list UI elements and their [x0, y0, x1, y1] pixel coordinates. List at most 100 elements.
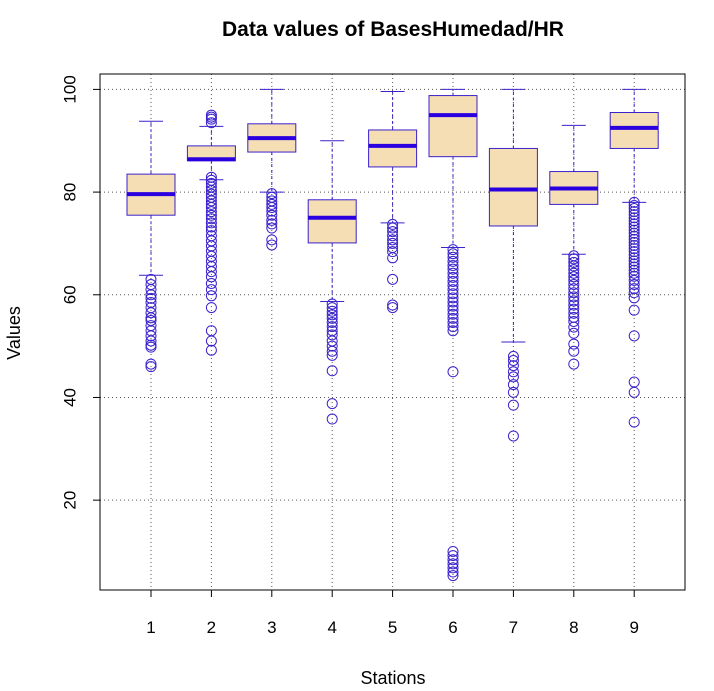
outlier-point: [326, 365, 338, 377]
outlier-point: [628, 236, 640, 248]
boxplot-series: [126, 88, 659, 582]
outlier-point: [628, 292, 640, 304]
outlier-point: [326, 329, 338, 341]
outlier-point: [205, 335, 217, 347]
outlier-point: [447, 296, 459, 308]
outlier-point: [568, 253, 580, 265]
x-tick-label: 2: [207, 618, 216, 637]
outlier-point: [568, 321, 580, 333]
outlier-point: [568, 315, 580, 327]
outlier-point: [326, 302, 338, 314]
outlier-point: [205, 198, 217, 210]
outlier-point: [447, 280, 459, 292]
outlier-point: [326, 349, 338, 361]
outlier-point: [628, 212, 640, 224]
box-station-6: [428, 88, 478, 582]
outlier-point: [447, 251, 459, 263]
y-tick-label: 60: [60, 285, 79, 304]
x-axis-label: Stations: [360, 668, 425, 688]
outlier-point: [447, 554, 459, 566]
outlier-point: [387, 234, 399, 246]
outlier-point: [507, 371, 519, 383]
outlier-point: [628, 249, 640, 261]
outlier-point: [205, 271, 217, 283]
outlier-point: [628, 330, 640, 342]
box-station-7: [488, 88, 538, 442]
outlier-point: [628, 209, 640, 221]
outlier-point: [205, 213, 217, 225]
outlier-point: [266, 214, 278, 226]
outlier-point: [387, 299, 399, 311]
outlier-point: [568, 345, 580, 357]
outlier-point: [568, 338, 580, 350]
outlier-point: [266, 239, 278, 251]
x-tick-label: 6: [448, 618, 457, 637]
outlier-point: [628, 274, 640, 286]
x-tick-label: 9: [629, 618, 638, 637]
outlier-point: [568, 287, 580, 299]
outlier-point: [447, 566, 459, 578]
outlier-point: [628, 267, 640, 279]
box-station-8: [549, 124, 599, 370]
outlier-point: [326, 298, 338, 310]
outlier-point: [447, 288, 459, 300]
outlier-point: [628, 230, 640, 242]
outlier-point: [568, 274, 580, 286]
outlier-point: [628, 255, 640, 267]
outlier-point: [266, 234, 278, 246]
outlier-point: [628, 218, 640, 230]
outlier-point: [145, 341, 157, 353]
outlier-point: [568, 260, 580, 272]
iqr-box: [368, 129, 418, 168]
outlier-point: [145, 312, 157, 324]
outlier-point: [568, 299, 580, 311]
outlier-point: [568, 327, 580, 339]
outlier-point: [266, 218, 278, 230]
outlier-point: [628, 258, 640, 270]
outlier-point: [568, 264, 580, 276]
outlier-point: [628, 199, 640, 211]
outlier-point: [628, 304, 640, 316]
outlier-point: [326, 309, 338, 321]
outlier-point: [507, 399, 519, 411]
outlier-point: [205, 302, 217, 314]
outlier-point: [387, 273, 399, 285]
outlier-point: [266, 222, 278, 234]
outlier-point: [387, 230, 399, 242]
outlier-point: [447, 271, 459, 283]
outlier-point: [628, 227, 640, 239]
outlier-point: [205, 201, 217, 213]
outlier-point: [447, 562, 459, 574]
outlier-point: [266, 198, 278, 210]
outlier-point: [447, 312, 459, 324]
outlier-point: [447, 317, 459, 329]
outlier-point: [387, 302, 399, 314]
outlier-point: [628, 243, 640, 255]
outlier-point: [447, 275, 459, 287]
outlier-point: [628, 239, 640, 251]
outlier-point: [447, 300, 459, 312]
outlier-point: [447, 255, 459, 267]
outlier-point: [628, 386, 640, 398]
outlier-point: [145, 358, 157, 370]
outlier-point: [266, 205, 278, 217]
outlier-point: [507, 430, 519, 442]
outlier-point: [205, 284, 217, 296]
x-tick-label: 8: [569, 618, 578, 637]
outlier-point: [628, 279, 640, 291]
outlier-point: [568, 303, 580, 315]
y-tick-label: 40: [60, 388, 79, 407]
box-station-1: [126, 120, 176, 373]
outlier-point: [205, 221, 217, 233]
outlier-point: [326, 317, 338, 329]
outlier-point: [447, 284, 459, 296]
box-station-2: [186, 109, 236, 356]
box-station-4: [307, 140, 357, 425]
box-station-3: [247, 88, 297, 251]
chart-title: Data values of BasesHumedad/HR: [222, 18, 564, 41]
x-tick-label: 5: [388, 618, 397, 637]
outlier-point: [326, 398, 338, 410]
outlier-point: [568, 307, 580, 319]
y-tick-label: 80: [60, 183, 79, 202]
outlier-point: [447, 244, 459, 256]
